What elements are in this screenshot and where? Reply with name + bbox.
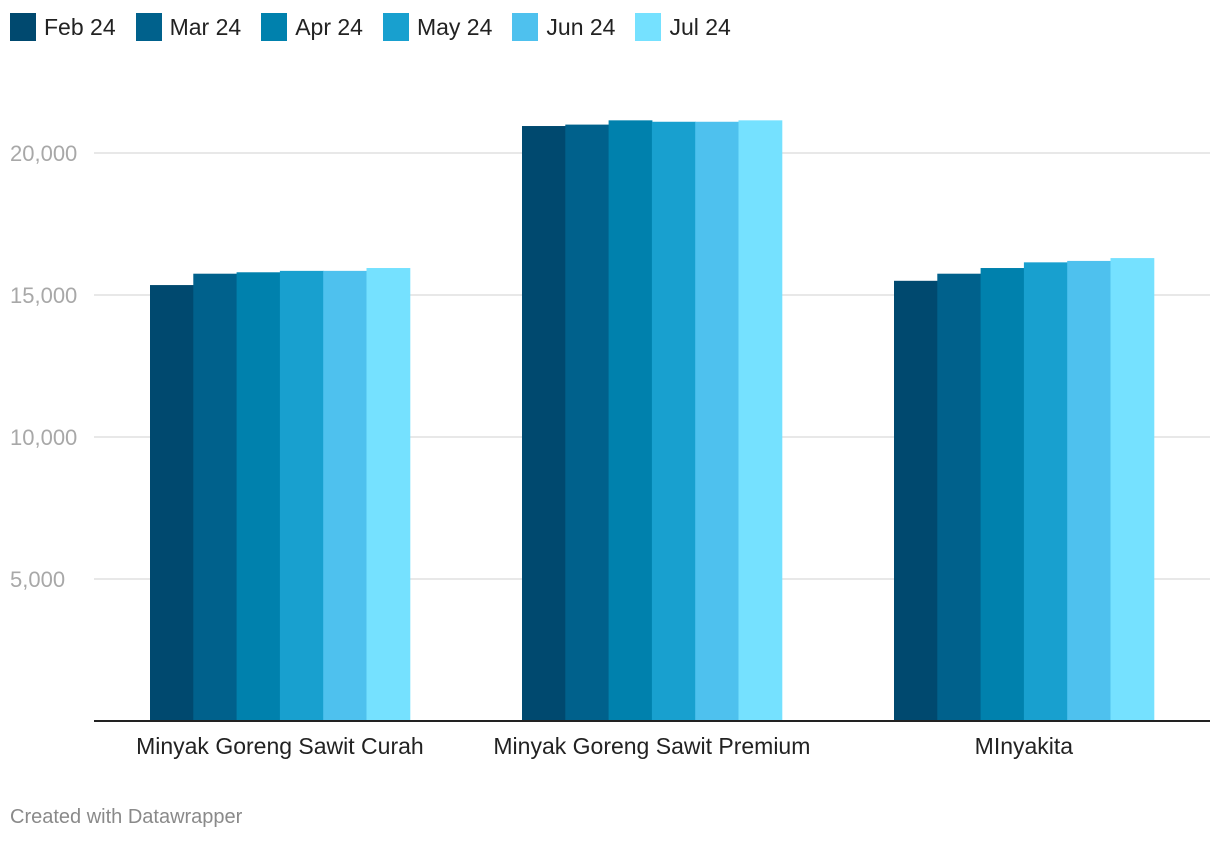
legend-label: Apr 24 — [295, 13, 363, 40]
x-category-label: Minyak Goreng Sawit Premium — [493, 733, 810, 759]
y-tick-label: 15,000 — [10, 283, 77, 308]
bar — [565, 124, 610, 722]
bar — [366, 268, 411, 721]
x-category-label: MInyakita — [975, 733, 1074, 759]
legend-label: Jun 24 — [546, 13, 616, 40]
legend-label: Feb 24 — [44, 13, 116, 40]
chart-legend: Feb 24 Mar 24 Apr 24 May 24 Jun 24 Jul 24 — [10, 12, 751, 42]
legend-item: Apr 24 — [261, 13, 363, 41]
legend-label: Mar 24 — [169, 13, 242, 40]
bar — [150, 285, 194, 721]
footer-credit: Created with Datawrapper — [10, 806, 243, 828]
bar — [1110, 258, 1155, 721]
legend-swatch — [382, 13, 409, 41]
bar — [522, 126, 566, 721]
legend-swatch — [635, 13, 662, 41]
legend-item: Feb 24 — [10, 13, 116, 41]
legend-label: Jul 24 — [669, 13, 731, 40]
y-tick-label: 5,000 — [10, 567, 65, 592]
x-category-label: Minyak Goreng Sawit Curah — [136, 733, 424, 759]
y-tick-label: 10,000 — [10, 425, 77, 450]
bar — [894, 280, 938, 721]
legend-item: Mar 24 — [135, 13, 242, 41]
legend-swatch — [261, 13, 288, 41]
bar — [695, 121, 739, 721]
legend-swatch — [512, 13, 539, 41]
legend-swatch — [10, 13, 36, 41]
legend-item: Jun 24 — [512, 13, 615, 41]
bar — [608, 120, 653, 722]
bar — [937, 273, 982, 721]
legend-item: May 24 — [382, 13, 493, 41]
bar — [980, 268, 1025, 721]
bar — [236, 272, 281, 721]
y-tick-label: 20,000 — [10, 141, 77, 166]
bar — [279, 270, 324, 721]
legend-item: Jul 24 — [635, 13, 731, 41]
bar — [651, 121, 696, 721]
legend-label: May 24 — [416, 13, 493, 40]
bar — [738, 120, 783, 722]
bar — [1023, 262, 1068, 721]
bar — [193, 273, 238, 721]
bar — [1067, 260, 1111, 721]
legend-swatch — [135, 13, 162, 41]
bar — [323, 270, 367, 721]
